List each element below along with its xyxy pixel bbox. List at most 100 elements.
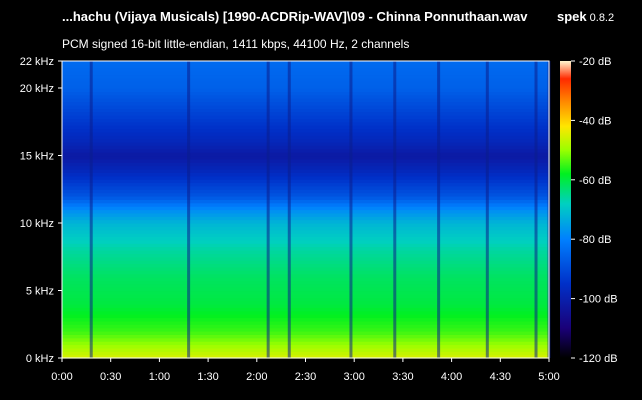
colorbar-tick-label: -60 dB <box>579 175 611 187</box>
frequency-band <box>62 297 549 302</box>
x-tick-label: 0:00 <box>51 371 72 383</box>
frequency-band <box>62 287 549 292</box>
y-axis: 0 kHz 5 kHz 10 kHz 15 kHz 20 kHz 22 kHz <box>20 56 62 365</box>
y-tick-label: 22 kHz <box>20 56 54 68</box>
frequency-band <box>62 250 549 254</box>
frequency-band <box>62 74 549 79</box>
frequency-band <box>62 81 549 86</box>
frequency-band <box>62 263 549 268</box>
colorbar-tick-label: -100 dB <box>579 294 618 306</box>
frequency-band <box>62 253 549 258</box>
frequency-band <box>62 111 549 116</box>
frequency-band <box>62 189 549 194</box>
quiet-gap <box>89 61 93 358</box>
colorbar-tick-label: -20 dB <box>579 56 611 68</box>
frequency-bands <box>62 61 549 359</box>
frequency-band <box>62 283 549 288</box>
frequency-band <box>62 142 549 146</box>
x-tick-label: 0:30 <box>100 371 121 383</box>
frequency-band <box>62 67 549 72</box>
quiet-gap <box>266 61 270 358</box>
frequency-band <box>62 354 549 359</box>
x-tick-label: 3:30 <box>392 371 413 383</box>
frequency-band <box>62 337 549 342</box>
frequency-band <box>62 175 549 180</box>
frequency-band <box>62 219 549 224</box>
app-version: 0.8.2 <box>589 12 615 24</box>
frequency-band <box>62 61 549 65</box>
app-name: spek 0.8.2 <box>557 9 614 24</box>
frequency-band <box>62 196 549 200</box>
audio-format-info: PCM signed 16-bit little-endian, 1411 kb… <box>62 37 410 51</box>
frequency-band <box>62 324 549 329</box>
frequency-band <box>62 108 549 113</box>
frequency-band <box>62 104 549 109</box>
y-tick-label: 20 kHz <box>20 83 54 95</box>
frequency-band <box>62 206 549 211</box>
frequency-band <box>62 277 549 281</box>
frequency-band <box>62 158 549 163</box>
app-name-label: spek <box>557 9 587 24</box>
frequency-band <box>62 152 549 157</box>
frequency-band <box>62 331 549 335</box>
frequency-band <box>62 334 549 339</box>
frequency-band <box>62 98 549 103</box>
frequency-band <box>62 64 549 69</box>
frequency-band <box>62 290 549 295</box>
frequency-band <box>62 94 549 99</box>
frequency-band <box>62 243 549 248</box>
frequency-band <box>62 320 549 325</box>
frequency-band <box>62 233 549 238</box>
spectrogram-plot <box>62 61 551 359</box>
colorbar-scale <box>560 61 571 358</box>
frequency-band <box>62 212 549 217</box>
quiet-gap <box>187 61 191 358</box>
frequency-band <box>62 310 549 315</box>
frequency-band <box>62 115 549 119</box>
colorbar-tick-label: -120 dB <box>579 353 618 365</box>
x-tick-label: 1:00 <box>149 371 170 383</box>
colorbar-axis: -20 dB -40 dB -60 dB -80 dB -100 dB -120 dB <box>571 56 618 365</box>
quiet-gap <box>437 61 441 358</box>
quiet-gap <box>393 61 397 358</box>
x-axis: 0:00 0:30 1:00 1:30 2:00 2:30 3:00 3:30 4:00 4:30… <box>51 358 560 383</box>
frequency-band <box>62 88 549 92</box>
frequency-band <box>62 101 549 106</box>
frequency-band <box>62 223 549 227</box>
x-tick-label: 1:30 <box>197 371 218 383</box>
colorbar-tick-label: -80 dB <box>579 234 611 246</box>
x-tick-label: 4:00 <box>441 371 462 383</box>
frequency-band <box>62 280 549 285</box>
x-tick-label: 5:00 <box>538 371 559 383</box>
plot-frame <box>61 60 550 359</box>
y-tick-label: 0 kHz <box>26 353 54 365</box>
frequency-band <box>62 351 549 356</box>
colorbar <box>560 61 571 358</box>
y-tick-label: 5 kHz <box>26 286 54 298</box>
frequency-band <box>62 270 549 275</box>
frequency-band <box>62 327 549 332</box>
quiet-gap <box>287 61 291 358</box>
frequency-band <box>62 182 549 187</box>
colorbar-tick-label: -40 dB <box>579 115 611 127</box>
frequency-band <box>62 341 549 346</box>
frequency-band <box>62 179 549 184</box>
frequency-band <box>62 118 549 123</box>
frequency-band <box>62 229 549 234</box>
y-tick-label: 15 kHz <box>20 151 54 163</box>
frequency-band <box>62 216 549 221</box>
frequency-band <box>62 266 549 271</box>
y-tick-label: 10 kHz <box>20 218 54 230</box>
frequency-band <box>62 202 549 207</box>
frequency-band <box>62 155 549 160</box>
frequency-band <box>62 226 549 231</box>
frequency-band <box>62 256 549 261</box>
frequency-band <box>62 84 549 89</box>
x-tick-label: 2:30 <box>295 371 316 383</box>
quiet-gap <box>485 61 489 358</box>
frequency-band <box>62 236 549 241</box>
frequency-band <box>62 307 549 312</box>
frequency-band <box>62 209 549 214</box>
frequency-band <box>62 300 549 305</box>
